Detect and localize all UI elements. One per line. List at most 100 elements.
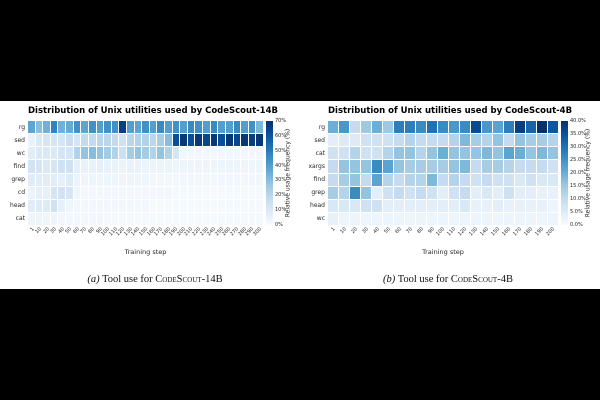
heatmap-cell <box>187 121 195 134</box>
heatmap-cell <box>66 147 73 160</box>
heatmap-cell <box>134 186 142 199</box>
heatmap-cell <box>427 147 437 160</box>
heatmap-cell <box>471 199 481 212</box>
heatmap-cell <box>35 121 43 134</box>
heatmap-cell <box>58 212 66 225</box>
heatmap-cell <box>372 186 382 199</box>
heatmap-cell <box>66 134 73 147</box>
heatmap-cell <box>134 199 142 212</box>
heatmap-cell <box>88 134 96 147</box>
heatmap-cell <box>35 173 43 186</box>
heatmap-cell <box>383 147 393 160</box>
heatmap-cell <box>111 134 119 147</box>
heatmap-cell <box>28 199 35 212</box>
caption-index-b: (b) <box>383 274 396 285</box>
heatmap-cell <box>126 173 134 186</box>
heatmap-cell <box>394 186 404 199</box>
heatmap-cell <box>460 173 470 186</box>
heatmap-cell <box>50 121 58 134</box>
heatmap-cell <box>438 147 448 160</box>
heatmap-cell <box>548 173 558 186</box>
heatmap-cell <box>73 160 81 173</box>
heatmap-cell <box>180 212 187 225</box>
heatmap-cell <box>210 134 218 147</box>
heatmap-cell <box>241 186 248 199</box>
colorbar-tick-label: 0.0% <box>570 222 583 228</box>
heatmap-cell <box>172 173 180 186</box>
heatmap-cell <box>218 212 225 225</box>
heatmap-cell <box>248 160 256 173</box>
heatmap-cell <box>225 160 233 173</box>
heatmap-cell <box>126 134 134 147</box>
heatmap-cell <box>339 121 349 134</box>
heatmap-cell <box>449 147 459 160</box>
heatmap-cell <box>537 212 547 225</box>
heatmap-cell <box>35 147 43 160</box>
heatmap-plot-4b <box>328 121 558 225</box>
heatmap-cell <box>339 147 349 160</box>
heatmap-cell <box>504 173 514 186</box>
heatmap-cell <box>195 212 203 225</box>
heatmap-cell <box>157 134 165 147</box>
heatmap-cell <box>28 121 35 134</box>
heatmap-cell <box>482 121 492 134</box>
heatmap-cell <box>526 147 536 160</box>
heatmap-cell <box>504 212 514 225</box>
heatmap-cell <box>195 147 203 160</box>
heatmap-cell <box>548 160 558 173</box>
heatmap-cell <box>248 147 256 160</box>
heatmap-cell <box>493 186 503 199</box>
heatmap-cell <box>482 134 492 147</box>
colorbar-4b <box>561 121 568 225</box>
heatmap-cell <box>119 199 126 212</box>
heatmap-cell <box>225 147 233 160</box>
heatmap-cell <box>203 173 210 186</box>
chart-title-4b: Distribution of Unix utilities used by C… <box>328 106 573 116</box>
heatmap-cell <box>225 186 233 199</box>
heatmap-cell <box>187 212 195 225</box>
heatmap-cell <box>165 212 172 225</box>
heatmap-cell <box>149 186 157 199</box>
heatmap-cell <box>526 173 536 186</box>
heatmap-cell <box>104 147 111 160</box>
heatmap-cell <box>493 173 503 186</box>
heatmap-cell <box>43 212 50 225</box>
heatmap-cell <box>134 147 142 160</box>
heatmap-cell <box>180 160 187 173</box>
heatmap-cell <box>460 199 470 212</box>
heatmap-cell <box>58 147 66 160</box>
heatmap-cell <box>203 121 210 134</box>
heatmap-cell <box>256 186 263 199</box>
heatmap-cell <box>383 212 393 225</box>
heatmap-cell <box>172 147 180 160</box>
heatmap-cell <box>482 212 492 225</box>
heatmap-cell <box>339 134 349 147</box>
heatmap-cell <box>339 199 349 212</box>
colorbar-tick-label: 30.0% <box>570 144 586 150</box>
heatmap-cell <box>350 199 360 212</box>
heatmap-cell <box>248 212 256 225</box>
heatmap-cell <box>134 212 142 225</box>
heatmap-cell <box>548 134 558 147</box>
heatmap-cell <box>526 121 536 134</box>
heatmap-cell <box>493 212 503 225</box>
heatmap-cell <box>149 212 157 225</box>
heatmap-cell <box>111 186 119 199</box>
colorbar-tick-label: 20.0% <box>570 170 586 176</box>
heatmap-cell <box>119 212 126 225</box>
heatmap-cell <box>548 199 558 212</box>
heatmap-cell <box>50 212 58 225</box>
heatmap-cell <box>58 199 66 212</box>
heatmap-cell <box>361 134 371 147</box>
heatmap-cell <box>394 212 404 225</box>
heatmap-cell <box>187 173 195 186</box>
heatmap-cell <box>210 147 218 160</box>
heatmap-cell <box>43 173 50 186</box>
heatmap-cell <box>256 173 263 186</box>
heatmap-cell <box>394 134 404 147</box>
heatmap-cell <box>504 121 514 134</box>
heatmap-cell <box>350 173 360 186</box>
heatmap-cell <box>195 199 203 212</box>
y-tick-label: grep <box>311 188 325 196</box>
heatmap-cell <box>142 147 149 160</box>
